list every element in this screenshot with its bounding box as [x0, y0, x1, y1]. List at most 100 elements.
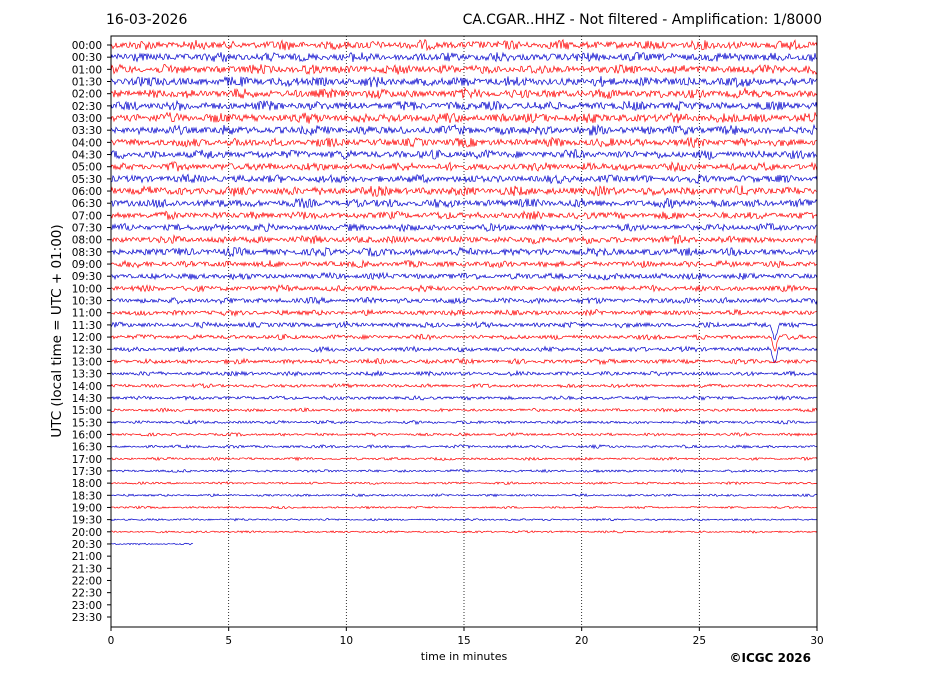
- y-tick-label: 01:30: [72, 77, 102, 89]
- y-tick-label: 20:00: [72, 527, 102, 539]
- trace-row-1700: [110, 456, 818, 462]
- y-tick-label: 12:00: [72, 332, 102, 344]
- trace-row-0000: [110, 38, 818, 52]
- trace-row-1100: [110, 308, 818, 318]
- axes: 00:0000:3001:0001:3002:0002:3003:0003:30…: [72, 35, 824, 647]
- trace-row-0100: [110, 63, 818, 75]
- y-tick-label: 11:30: [72, 320, 102, 332]
- trace-row-0800: [110, 234, 818, 245]
- y-tick-label: 13:30: [72, 369, 102, 381]
- y-tick-label: 03:30: [72, 125, 102, 137]
- trace-row-1630: [110, 444, 818, 450]
- y-tick-label: 12:30: [72, 344, 102, 356]
- trace-row-0830: [110, 246, 818, 258]
- y-tick-label: 09:00: [72, 259, 102, 271]
- y-tick-label: 09:30: [72, 271, 102, 283]
- x-tick-label: 5: [225, 635, 232, 647]
- y-tick-label: 08:00: [72, 235, 102, 247]
- trace-row-1430: [110, 395, 818, 402]
- y-tick-label: 22:00: [72, 575, 102, 587]
- y-tick-label: 06:00: [72, 186, 102, 198]
- y-tick-label: 20:30: [72, 539, 102, 551]
- trace-row-0030: [110, 51, 818, 63]
- y-tick-label: 21:00: [72, 551, 102, 563]
- plot-frame: [110, 35, 818, 628]
- x-tick-label: 25: [693, 635, 706, 647]
- trace-row-0430: [110, 149, 818, 160]
- y-tick-label: 00:30: [72, 52, 102, 64]
- y-tick-label: 19:00: [72, 502, 102, 514]
- y-tick-label: 07:00: [72, 210, 102, 222]
- trace-row-0900: [110, 259, 818, 269]
- trace-row-0630: [110, 197, 818, 209]
- copyright-label: ©ICGC 2026: [729, 651, 811, 665]
- x-tick-label: 0: [108, 635, 115, 647]
- trace-row-1230: [110, 345, 818, 364]
- trace-row-1530: [110, 419, 818, 426]
- trace-row-1000: [110, 284, 818, 293]
- x-tick-label: 30: [810, 635, 823, 647]
- y-axis-label: UTC (local time = UTC + 01:00): [49, 224, 65, 438]
- x-tick-label: 20: [575, 635, 588, 647]
- x-axis-label: time in minutes: [420, 650, 508, 663]
- trace-row-0530: [110, 173, 818, 185]
- date-label: 16-03-2026: [106, 12, 188, 28]
- y-tick-label: 21:30: [72, 563, 102, 575]
- y-tick-label: 02:30: [72, 101, 102, 113]
- y-tick-label: 05:30: [72, 174, 102, 186]
- y-tick-label: 22:30: [72, 588, 102, 600]
- trace-row-0200: [110, 86, 818, 100]
- y-tick-label: 18:00: [72, 478, 102, 490]
- y-tick-label: 19:30: [72, 515, 102, 527]
- y-tick-label: 14:00: [72, 381, 102, 393]
- trace-row-1130: [110, 320, 818, 341]
- y-tick-label: 00:00: [72, 40, 102, 52]
- y-tick-label: 15:00: [72, 405, 102, 417]
- trace-row-1800: [110, 481, 818, 486]
- y-tick-label: 06:30: [72, 198, 102, 210]
- trace-row-1400: [110, 383, 818, 389]
- trace-row-1930: [110, 517, 818, 522]
- chart-title: CA.CGAR..HHZ - Not filtered - Amplificat…: [462, 12, 822, 28]
- trace-row-1730: [110, 468, 818, 474]
- trace-row-0330: [110, 123, 818, 137]
- trace-row-1030: [110, 296, 818, 306]
- y-tick-label: 10:00: [72, 283, 102, 295]
- y-tick-label: 11:00: [72, 308, 102, 320]
- x-tick-label: 10: [340, 635, 353, 647]
- y-tick-label: 02:00: [72, 89, 102, 101]
- y-tick-label: 23:00: [72, 600, 102, 612]
- trace-row-1300: [110, 357, 818, 366]
- trace-row-0700: [110, 210, 818, 221]
- y-tick-label: 17:00: [72, 454, 102, 466]
- trace-row-1330: [110, 369, 818, 377]
- y-tick-label: 18:30: [72, 490, 102, 502]
- trace-row-0600: [110, 185, 818, 198]
- y-tick-label: 03:00: [72, 113, 102, 125]
- trace-row-1900: [110, 505, 818, 510]
- y-tick-label: 14:30: [72, 393, 102, 405]
- trace-row-1600: [110, 432, 818, 438]
- trace-row-2030: [110, 542, 194, 546]
- y-tick-label: 15:30: [72, 417, 102, 429]
- y-tick-label: 05:00: [72, 162, 102, 174]
- y-tick-label: 01:00: [72, 64, 102, 76]
- trace-row-0230: [110, 99, 818, 111]
- trace-row-1200: [110, 333, 818, 352]
- trace-row-1830: [110, 493, 818, 498]
- y-tick-label: 04:30: [72, 150, 102, 162]
- y-tick-label: 13:00: [72, 356, 102, 368]
- trace-row-0930: [110, 271, 818, 281]
- trace-row-0130: [110, 76, 818, 89]
- seismogram-traces: [110, 38, 818, 546]
- y-tick-label: 08:30: [72, 247, 102, 259]
- y-tick-label: 23:30: [72, 612, 102, 624]
- y-tick-label: 07:30: [72, 223, 102, 235]
- y-tick-label: 04:00: [72, 137, 102, 149]
- trace-row-0500: [110, 161, 818, 173]
- trace-row-2000: [110, 529, 818, 534]
- trace-row-0400: [110, 136, 818, 148]
- trace-row-0300: [110, 111, 818, 124]
- y-tick-label: 17:30: [72, 466, 102, 478]
